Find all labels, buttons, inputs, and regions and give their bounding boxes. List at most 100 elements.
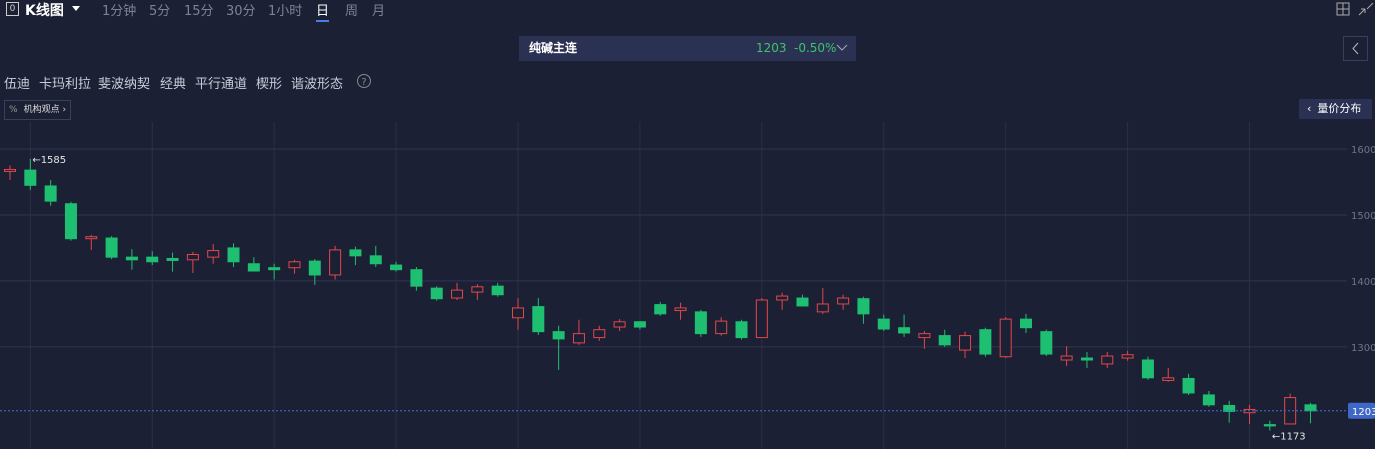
candle-body — [4, 168, 16, 172]
period-tab[interactable]: 1小时 — [268, 4, 303, 19]
candle-body — [796, 297, 809, 307]
drawing-tool[interactable]: 谐波形态 — [291, 77, 344, 92]
candle-body — [105, 237, 118, 258]
period-tab[interactable]: 月 — [372, 4, 386, 19]
candle-body — [776, 295, 789, 301]
svg-text:?: ? — [361, 77, 366, 88]
candle-body — [613, 321, 626, 328]
candle-body — [146, 256, 159, 263]
candle-body — [755, 299, 768, 339]
candle-body — [430, 287, 443, 300]
candle-body — [654, 304, 667, 315]
candle-body — [44, 185, 57, 202]
period-tab[interactable]: 15分 — [184, 4, 214, 19]
candle-body — [1020, 318, 1032, 329]
candle-body — [898, 327, 911, 334]
candle-body — [308, 260, 321, 276]
y-tick-label: 1300 — [1351, 343, 1375, 354]
candle-body — [24, 169, 37, 186]
candle-body — [166, 257, 179, 261]
candle-body — [1080, 357, 1093, 361]
period-tab[interactable]: 5分 — [149, 4, 171, 19]
dropdown-arrow — [72, 6, 80, 15]
candle-body — [735, 321, 748, 339]
candle-body — [1202, 394, 1215, 406]
symbol: 纯碱主连 — [529, 41, 578, 55]
price: 1203 — [756, 41, 787, 55]
candle-body — [125, 256, 138, 261]
drawing-tool[interactable]: 卡玛利拉 — [39, 77, 92, 92]
last-price-label: 1203 — [1352, 407, 1375, 418]
candle-body — [1263, 424, 1276, 427]
candle-body — [593, 329, 606, 339]
period-tab[interactable]: 日 — [316, 0, 330, 22]
candle-body — [1101, 355, 1114, 365]
help-icon[interactable]: ? — [356, 73, 372, 89]
candle-body — [1141, 359, 1154, 379]
chart: 1600 1500 1400 1300 ←1585 ←1173 1203 — [0, 122, 1375, 449]
chart-type[interactable]: K线图 — [25, 3, 64, 19]
volume-profile-button[interactable]: ‹ 量价分布 — [1299, 99, 1372, 119]
candle-body — [837, 297, 850, 305]
symbol-header[interactable]: 纯碱主连 1203 -0.50% — [519, 36, 856, 61]
candle-body — [694, 311, 707, 335]
candle-body — [491, 285, 504, 296]
candle-body — [959, 335, 972, 351]
candle-body — [471, 286, 484, 293]
candle-body — [918, 333, 931, 339]
candle-body — [207, 250, 220, 258]
period-tab[interactable]: 周 — [345, 4, 359, 19]
y-tick-label: 1500 — [1351, 211, 1375, 222]
candle-body — [1284, 397, 1297, 425]
candle-body — [857, 298, 870, 315]
candle-body — [1162, 377, 1175, 381]
drawing-tool[interactable]: 平行通道 — [195, 77, 248, 92]
chevron — [836, 44, 848, 51]
candle-body — [1304, 404, 1317, 412]
y-tick-label: 1400 — [1351, 277, 1375, 288]
candle-body — [816, 303, 829, 313]
candle-body — [410, 269, 423, 287]
candle-body — [938, 335, 951, 346]
drawing-tool[interactable]: 斐波纳契 — [98, 77, 151, 92]
drawing-tool[interactable]: 楔形 — [256, 77, 283, 92]
candle-body — [715, 320, 728, 335]
candle-body — [186, 254, 199, 261]
collapse-button[interactable] — [1343, 36, 1368, 61]
candle-body — [390, 264, 403, 271]
candle-body — [64, 203, 77, 240]
candle-body — [1121, 354, 1134, 359]
change: -0.50% — [794, 41, 837, 55]
candle-body — [512, 307, 524, 319]
period-tab[interactable]: 1分钟 — [102, 4, 137, 19]
views-button[interactable]: % 机构观点 › — [4, 100, 72, 120]
candle-body — [674, 307, 687, 312]
drawing-tool[interactable]: 经典 — [160, 77, 187, 92]
extreme-label: ←1173 — [1272, 432, 1306, 443]
volume-profile-label: 量价分布 — [1317, 102, 1362, 115]
candle-body — [999, 318, 1012, 358]
chart-icon: 0 — [6, 2, 19, 16]
y-tick-label: 1600 — [1351, 145, 1375, 156]
candle-body — [451, 289, 464, 299]
toolbar: 0 K线图 1分钟 5分 15分 30分 1小时日周月 — [0, 0, 1375, 22]
extreme-label: ←1585 — [32, 155, 66, 166]
candle-body — [532, 306, 545, 333]
candle-body — [349, 249, 362, 257]
candle-body — [1223, 404, 1236, 412]
candle-body — [572, 333, 585, 344]
candle-body — [877, 318, 890, 330]
candle-body — [369, 255, 382, 265]
candle-body — [1040, 331, 1053, 355]
window-icons — [1336, 2, 1374, 16]
views-label: 机构观点 — [23, 105, 60, 115]
drawing-tool[interactable]: 伍迪 — [4, 77, 31, 92]
last-price-box — [1348, 402, 1375, 419]
candle-body — [85, 236, 98, 240]
candle-body — [979, 329, 992, 355]
period-tab[interactable]: 30分 — [226, 4, 256, 19]
candle-body — [1060, 355, 1073, 361]
candle-body — [552, 331, 565, 340]
candle-body — [329, 249, 342, 276]
